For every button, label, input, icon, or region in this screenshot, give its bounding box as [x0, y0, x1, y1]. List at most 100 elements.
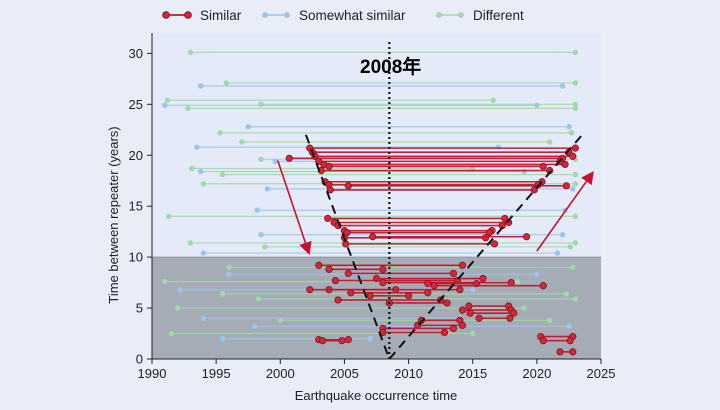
repeater-point: [404, 292, 413, 300]
repeater-point: [566, 337, 574, 345]
repeater-point: [219, 291, 226, 297]
y-tick-label: 15: [129, 199, 143, 214]
x-tick-label: 2020: [522, 366, 551, 381]
repeater-point: [485, 229, 493, 237]
repeater-point: [490, 240, 499, 248]
legend-item-similar: Similar: [162, 8, 242, 23]
repeater-point: [344, 182, 352, 190]
repeater-point: [572, 171, 579, 178]
repeater-point: [465, 302, 473, 310]
repeater-point: [198, 168, 204, 175]
repeater-point: [510, 309, 518, 317]
repeater-point: [443, 299, 451, 307]
legend-item-different: Different: [436, 8, 524, 23]
repeater-point: [367, 335, 373, 342]
repeater-point: [200, 250, 207, 256]
repeater-point: [481, 234, 490, 242]
repeater-point: [514, 278, 521, 285]
y-tick-label: 5: [136, 301, 143, 316]
legend-label: Similar: [200, 8, 242, 23]
repeater-point: [187, 49, 194, 56]
repeater-point: [219, 171, 226, 178]
repeater-point: [572, 80, 579, 86]
repeater-point: [258, 232, 264, 238]
repeater-point: [251, 323, 258, 330]
repeater-point: [572, 49, 579, 56]
repeater-point: [572, 296, 579, 302]
repeater-point: [507, 278, 515, 287]
repeater-point: [272, 158, 278, 165]
repeater-point: [539, 337, 547, 345]
repeater-point: [174, 305, 181, 311]
y-tick-label: 25: [129, 97, 143, 112]
x-tick-label: 2015: [458, 366, 487, 381]
repeater-point: [475, 314, 483, 322]
repeater-point: [506, 314, 514, 322]
repeater-point: [200, 315, 207, 321]
repeater-point: [449, 324, 458, 333]
repeater-point: [466, 309, 474, 317]
repeater-point: [219, 335, 226, 342]
repeater-point: [344, 269, 352, 278]
repeater-point: [325, 162, 333, 171]
repeater-point: [325, 265, 333, 273]
repeater-point: [430, 282, 438, 290]
repeater-point: [534, 102, 540, 109]
repeater-point: [458, 261, 467, 269]
repeater-point: [379, 265, 387, 273]
repeater-point: [424, 280, 432, 288]
repeater-point: [198, 83, 204, 89]
repeater-point: [559, 83, 566, 89]
repeater-point: [334, 296, 342, 304]
repeater-point: [559, 232, 566, 238]
repeater-point: [315, 261, 323, 269]
y-axis-label: Time between repeater (years): [106, 126, 121, 303]
repeater-point: [185, 105, 191, 112]
repeater-point: [569, 348, 577, 356]
repeater-point: [566, 124, 572, 130]
y-tick-label: 0: [136, 352, 143, 367]
repeater-point: [568, 130, 575, 136]
repeater-point: [521, 305, 527, 311]
repeater-point: [285, 154, 293, 162]
repeater-point: [424, 289, 432, 297]
legend-swatch-marker: [284, 12, 290, 18]
legend-label: Somewhat similar: [299, 8, 406, 23]
x-tick-label: 2025: [587, 366, 616, 381]
repeater-point: [162, 102, 168, 109]
x-tick-label: 1990: [138, 366, 167, 381]
legend-swatch-marker: [458, 12, 464, 18]
repeater-point: [554, 250, 561, 256]
legend-swatch-marker: [262, 12, 268, 18]
repeater-point: [561, 160, 569, 169]
repeater-point: [470, 330, 476, 337]
repeater-point: [458, 321, 467, 329]
repeater-point: [539, 162, 547, 171]
repeater-point: [546, 317, 553, 323]
repeater-point: [522, 233, 531, 241]
legend-swatch-marker: [436, 12, 442, 18]
repeater-point: [177, 287, 183, 293]
repeater-point: [562, 182, 570, 190]
repeater-point: [217, 130, 223, 136]
x-tick-label: 1995: [202, 366, 231, 381]
repeater-point: [317, 166, 325, 175]
repeater-point: [306, 286, 314, 294]
repeater-point: [556, 348, 564, 356]
repeater-point: [458, 306, 467, 314]
repeater-point: [490, 97, 496, 103]
repeater-point: [245, 124, 251, 130]
repeater-point: [226, 264, 232, 271]
legend-label: Different: [473, 8, 524, 23]
repeater-point: [239, 139, 245, 145]
repeater-point: [189, 165, 195, 172]
upward-trend-arrow: [536, 170, 594, 252]
repeater-point: [567, 244, 573, 250]
repeater-point: [324, 214, 332, 223]
repeater-point: [449, 269, 458, 278]
series-different: [162, 49, 579, 337]
y-tick-label: 30: [129, 46, 143, 61]
repeater-point: [539, 282, 547, 290]
